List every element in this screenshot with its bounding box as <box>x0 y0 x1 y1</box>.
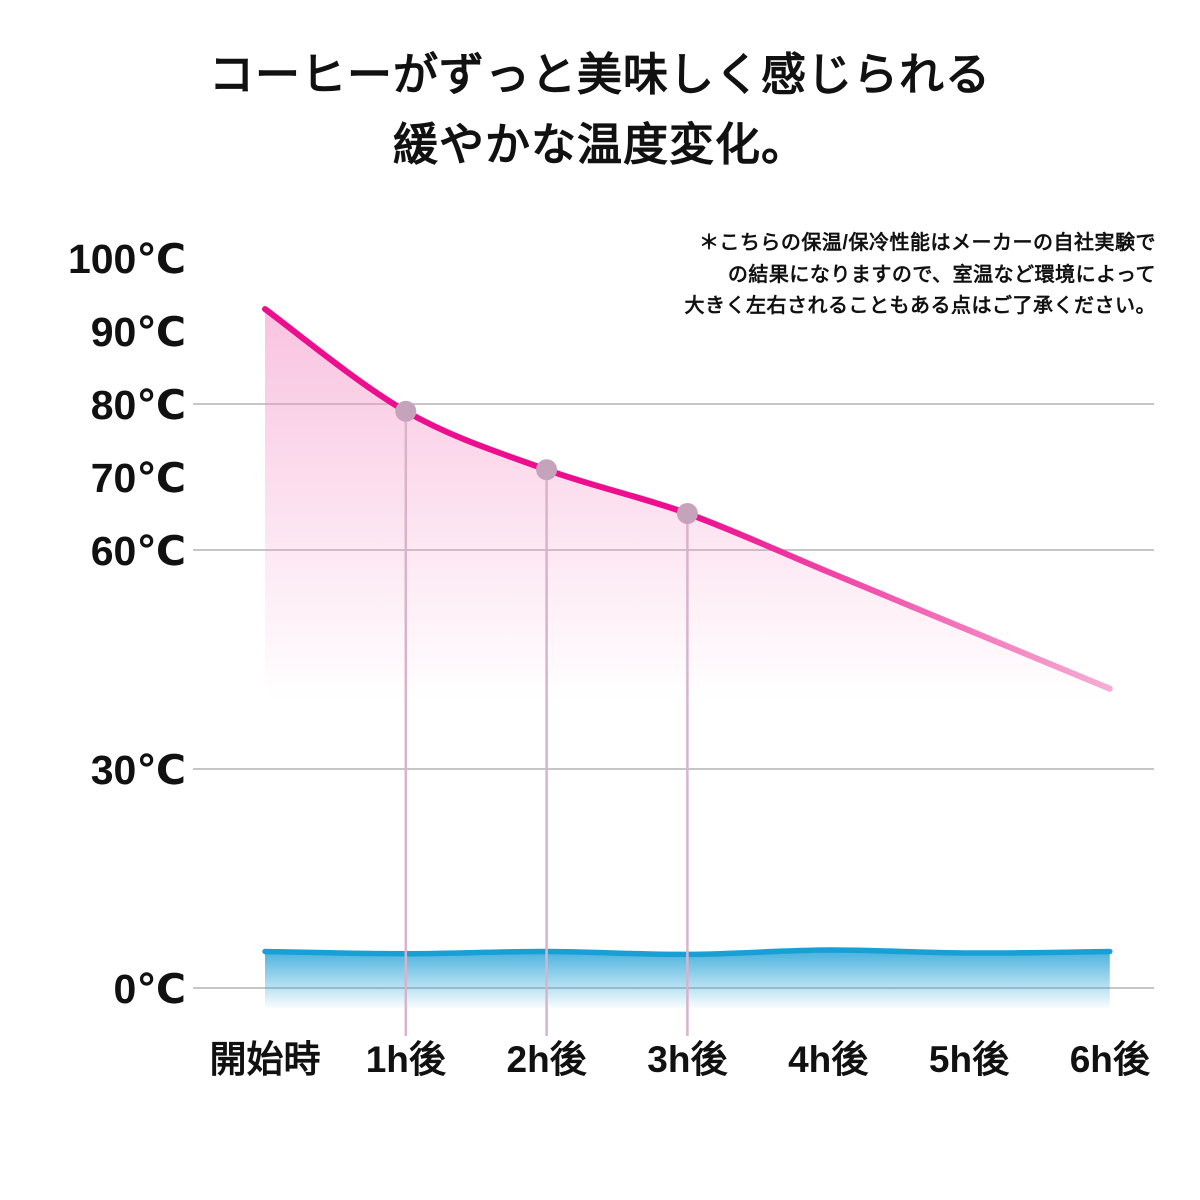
x-tick-label: 3h後 <box>647 1039 728 1080</box>
chart-title: コーヒーがずっと美味しく感じられる 緩やかな温度変化。 <box>0 40 1200 180</box>
y-tick-label: 30℃ <box>91 747 186 793</box>
marker-1h後 <box>395 400 417 422</box>
chart-title-line1: コーヒーがずっと美味しく感じられる <box>208 49 991 100</box>
data-markers <box>395 400 698 524</box>
x-tick-label: 5h後 <box>929 1039 1010 1080</box>
disclaimer-line2: の結果になりますので、室温など環境によって <box>727 263 1156 286</box>
marker-droplines <box>404 411 689 1036</box>
x-axis-labels: 開始時 1h後 2h後 3h後 4h後 5h後 6h後 <box>210 1039 1151 1080</box>
disclaimer-line3: 大きく左右されることもある点はご了承ください。 <box>684 295 1156 318</box>
y-tick-label: 0℃ <box>114 966 186 1012</box>
y-tick-label: 80℃ <box>91 382 186 428</box>
x-tick-label: 開始時 <box>210 1039 321 1080</box>
disclaimer-note: ＊こちらの保温/保冷性能はメーカーの自社実験で の結果になりますので、室温など環… <box>685 228 1157 323</box>
x-tick-label: 1h後 <box>366 1039 447 1080</box>
marker-2h後 <box>536 459 558 481</box>
disclaimer-line1: ＊こちらの保温/保冷性能はメーカーの自社実験で <box>698 232 1156 254</box>
x-tick-label: 4h後 <box>788 1039 869 1080</box>
x-tick-label: 6h後 <box>1070 1039 1151 1080</box>
marker-3h後 <box>676 503 698 524</box>
y-tick-label: 100℃ <box>68 236 186 282</box>
x-tick-label: 2h後 <box>507 1039 588 1080</box>
y-tick-label: 90℃ <box>91 309 186 355</box>
chart-title-line2: 緩やかな温度変化。 <box>392 118 807 170</box>
y-tick-label: 60℃ <box>91 528 186 574</box>
y-axis-labels: 100℃ 90℃ 80℃ 70℃ 60℃ 30℃ 0℃ <box>68 236 186 1012</box>
y-tick-label: 70℃ <box>91 455 186 501</box>
